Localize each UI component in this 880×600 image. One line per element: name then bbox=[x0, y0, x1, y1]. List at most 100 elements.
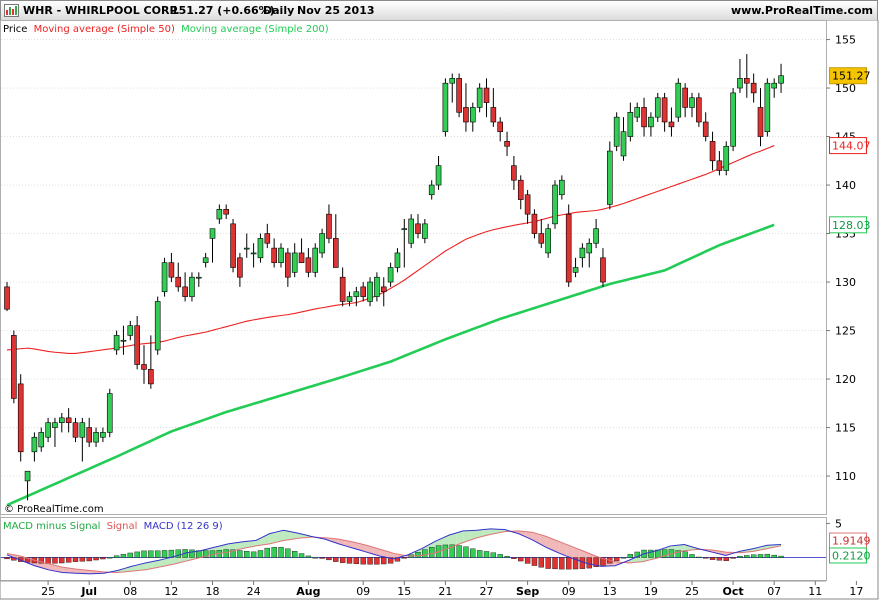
candle bbox=[38, 427, 45, 452]
candle-body bbox=[593, 228, 599, 244]
candle-body bbox=[627, 112, 634, 137]
candle bbox=[332, 214, 339, 268]
candle bbox=[456, 73, 462, 118]
candle-body bbox=[682, 87, 688, 108]
candle bbox=[24, 470, 31, 501]
macd-hist-bar bbox=[250, 551, 257, 558]
candle-body bbox=[326, 213, 332, 239]
candle bbox=[278, 243, 284, 268]
candle bbox=[565, 204, 572, 287]
macd-fill-segment bbox=[69, 568, 77, 574]
macd-hist-bar bbox=[278, 547, 284, 558]
app-logo-icon bbox=[4, 4, 19, 17]
macd-hist-bar bbox=[312, 557, 318, 559]
macd-hist-bar bbox=[490, 552, 497, 558]
candle bbox=[648, 112, 654, 137]
candle bbox=[72, 417, 79, 443]
candle bbox=[476, 83, 483, 113]
candle bbox=[305, 248, 312, 278]
candle-body bbox=[463, 107, 469, 123]
candle bbox=[408, 214, 414, 249]
macd-hist-bar bbox=[100, 557, 106, 560]
macd-fill-segment bbox=[525, 531, 533, 540]
macd-hist-bar bbox=[4, 557, 10, 560]
macd-hist-bar bbox=[360, 557, 366, 565]
macd-fill-segment bbox=[145, 561, 153, 570]
candle-body bbox=[380, 286, 387, 293]
macd-hist-bar bbox=[531, 557, 538, 566]
macd-fill-segment bbox=[546, 536, 553, 551]
macd-panel[interactable]: 5 1.9149 0.2120 MACD minus Signal Signal … bbox=[0, 517, 871, 581]
macd-hist-bar bbox=[470, 548, 476, 558]
macd-hist-bar bbox=[237, 550, 243, 558]
candle bbox=[168, 252, 175, 283]
candle-body bbox=[415, 223, 421, 234]
candle bbox=[593, 219, 599, 249]
macd-fill-segment bbox=[470, 530, 477, 541]
candle-body bbox=[120, 339, 127, 342]
candle-body bbox=[4, 286, 10, 310]
candle-body bbox=[100, 432, 106, 438]
candle bbox=[141, 345, 147, 384]
macd-hist-bar bbox=[675, 550, 681, 558]
candle-body bbox=[339, 276, 346, 302]
candle-body bbox=[58, 417, 65, 424]
candle bbox=[559, 175, 565, 200]
candle-body bbox=[422, 223, 428, 239]
macd-fill-segment bbox=[83, 569, 90, 574]
candle bbox=[346, 291, 353, 307]
candle bbox=[545, 223, 551, 258]
macd-fill-segment bbox=[62, 567, 70, 573]
macd-hist-bar bbox=[552, 557, 558, 570]
macd-hist-bar bbox=[24, 557, 31, 563]
hist-value-box bbox=[829, 547, 867, 564]
chart-frame bbox=[0, 20, 879, 600]
macd-hist-bar bbox=[381, 557, 387, 565]
candle-body bbox=[182, 286, 188, 297]
macd-hist-bar bbox=[771, 554, 777, 558]
candle bbox=[339, 267, 346, 307]
price-change: 151.27 (+0.66%) bbox=[171, 4, 275, 17]
macd-fill-segment bbox=[449, 532, 457, 548]
macd-fill-segment bbox=[76, 569, 84, 574]
candle bbox=[298, 238, 305, 263]
macd-fill-segment bbox=[241, 541, 249, 549]
candle bbox=[613, 112, 620, 152]
macd-fill-segment bbox=[767, 544, 775, 549]
macd-hist-bar bbox=[689, 554, 695, 558]
candle-body bbox=[278, 247, 284, 263]
candle-body bbox=[285, 252, 291, 278]
candle bbox=[778, 63, 784, 93]
sma50-tag-label: 144.07 bbox=[832, 140, 871, 153]
macd-hist-bar bbox=[189, 549, 195, 558]
candle bbox=[538, 219, 545, 249]
candle-body bbox=[332, 238, 339, 268]
macd-hist-bar bbox=[244, 551, 250, 558]
candle-body bbox=[72, 422, 79, 438]
candle-body bbox=[106, 393, 113, 433]
candle-body bbox=[668, 121, 675, 128]
candle-body bbox=[757, 107, 764, 137]
candle-body bbox=[11, 335, 17, 399]
x-tick-label: 19 bbox=[644, 585, 658, 598]
candle-body bbox=[250, 252, 257, 255]
macd-hist-bar bbox=[257, 550, 264, 558]
candle-body bbox=[586, 242, 593, 254]
macd-hist-bar bbox=[483, 551, 490, 558]
last-price-tag-box bbox=[829, 67, 867, 85]
candle bbox=[517, 175, 524, 210]
macd-y-axis: 5 bbox=[826, 517, 842, 530]
x-tick-label: 15 bbox=[397, 585, 411, 598]
candle bbox=[264, 223, 271, 249]
macd-hist-bar bbox=[476, 550, 483, 558]
candle-body bbox=[148, 369, 154, 385]
candle-body bbox=[559, 179, 565, 196]
candle-body bbox=[606, 150, 613, 205]
candle-body bbox=[476, 87, 483, 108]
candle bbox=[380, 277, 387, 307]
x-tick-label: 21 bbox=[438, 585, 452, 598]
macd-hist-bar bbox=[572, 557, 579, 570]
macd-hist-bar bbox=[230, 549, 236, 558]
